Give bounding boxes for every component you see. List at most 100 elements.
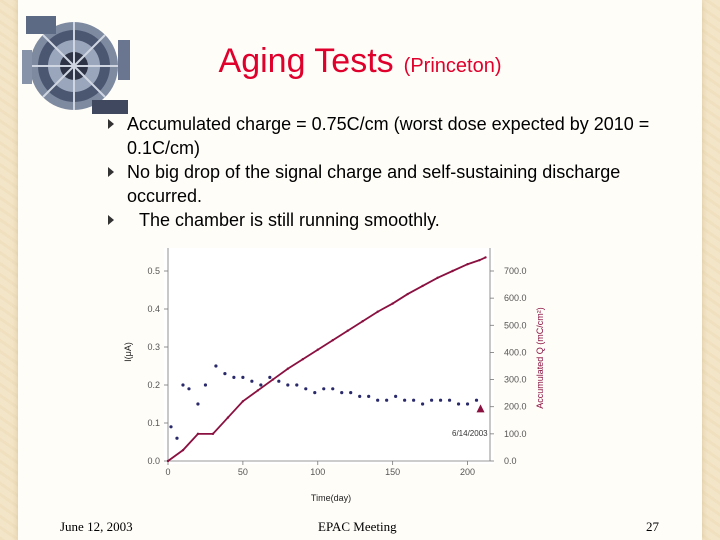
y-tick-label: 0.1 <box>147 418 160 428</box>
current-point <box>196 402 200 406</box>
bullet-text: Accumulated charge = 0.75C/cm (worst dos… <box>127 114 650 158</box>
current-point <box>203 383 208 387</box>
charge-point <box>226 416 230 419</box>
current-point <box>412 398 416 402</box>
charge-point <box>271 378 275 381</box>
charge-point <box>391 302 394 305</box>
footer-date: June 12, 2003 <box>60 519 133 534</box>
current-point <box>322 387 326 391</box>
current-point <box>367 394 371 398</box>
current-point <box>331 387 335 391</box>
y2-tick-label: 700.0 <box>504 266 527 276</box>
current-point <box>214 364 218 368</box>
current-point <box>349 391 353 395</box>
charge-point <box>484 256 487 259</box>
x-tick-label: 150 <box>385 467 400 477</box>
plot-area <box>164 248 494 464</box>
current-point <box>340 391 344 395</box>
y2-tick-label: 600.0 <box>504 293 527 303</box>
current-point <box>181 383 185 387</box>
charge-point <box>466 263 469 266</box>
charge-point <box>166 459 170 463</box>
current-point <box>421 402 425 406</box>
y-tick-label: 0.5 <box>147 266 160 276</box>
y2-tick-label: 200.0 <box>504 402 527 412</box>
current-point <box>447 398 452 402</box>
x-tick-label: 100 <box>310 467 325 477</box>
current-point <box>358 394 362 398</box>
detector-photo-icon <box>22 10 132 118</box>
charge-point <box>196 432 200 436</box>
x-tick-label: 50 <box>238 467 248 477</box>
x-axis-label: Time(day) <box>311 493 351 503</box>
title-main: Aging Tests <box>218 42 394 80</box>
bullet-text: The chamber is still running smoothly. <box>139 210 440 230</box>
charge-point <box>286 367 290 370</box>
y-tick-label: 0.3 <box>147 342 160 352</box>
footer-meeting: EPAC Meeting <box>318 519 397 534</box>
current-point <box>259 383 263 387</box>
footer-page-number: 27 <box>646 519 659 534</box>
current-point <box>250 379 254 383</box>
current-point <box>376 398 380 402</box>
y-tick-label: 0.4 <box>147 304 160 314</box>
current-point <box>268 375 272 379</box>
end-marker <box>476 404 485 413</box>
current-point <box>169 425 173 429</box>
current-point <box>277 379 281 383</box>
chart-marks <box>166 256 487 463</box>
current-point <box>241 375 245 379</box>
charge-point <box>436 276 439 279</box>
current-point <box>394 394 398 398</box>
charge-point <box>406 292 409 296</box>
charge-point <box>316 348 319 351</box>
charge-point <box>181 448 185 452</box>
current-point <box>385 398 389 402</box>
y2-tick-label: 100.0 <box>504 429 527 439</box>
charge-point <box>211 432 215 436</box>
y2-tick-label: 0.0 <box>504 456 517 466</box>
current-point <box>313 391 317 395</box>
chart-labels: 0 50 100 150 200 0.0 0.1 0.2 0.3 0.4 0.5 0.0 100.0 20… <box>123 266 545 503</box>
current-point <box>295 383 299 387</box>
slide-title: Aging Tests (Princeton) <box>0 42 720 81</box>
y2-tick-label: 500.0 <box>504 320 527 330</box>
chart-axes <box>164 248 494 465</box>
y2-tick-label: 300.0 <box>504 375 527 385</box>
current-point <box>175 436 179 440</box>
charge-point <box>421 284 424 288</box>
bullet-arrow-icon <box>108 215 114 225</box>
charge-point <box>478 258 481 262</box>
bullet-item: The chamber is still running smoothly. <box>108 208 668 232</box>
charge-point <box>361 320 364 323</box>
x-tick-label: 0 <box>165 467 170 477</box>
current-point <box>232 375 236 379</box>
charge-point <box>451 269 454 273</box>
y2-axis-label: Accumulated Q (mC/cm²) <box>535 307 545 409</box>
x-tick-label: 200 <box>460 467 475 477</box>
y-axis-label: I(μA) <box>123 342 133 362</box>
current-point <box>187 387 191 391</box>
y-tick-label: 0.2 <box>147 380 160 390</box>
date-annotation: 6/14/2003 <box>452 429 488 438</box>
bullet-item: No big drop of the signal charge and sel… <box>108 160 668 208</box>
bullet-item: Accumulated charge = 0.75C/cm (worst dos… <box>108 112 668 160</box>
charge-point <box>376 310 379 313</box>
current-point <box>429 398 434 402</box>
current-point <box>438 398 443 402</box>
bullet-text: No big drop of the signal charge and sel… <box>127 162 621 206</box>
current-point <box>474 398 479 402</box>
y-tick-label: 0.0 <box>147 456 160 466</box>
bullet-arrow-icon <box>108 167 114 177</box>
charge-point <box>331 339 334 342</box>
bullet-list: Accumulated charge = 0.75C/cm (worst dos… <box>108 112 668 232</box>
current-point <box>456 402 461 406</box>
charge-point <box>301 358 304 361</box>
y2-tick-label: 400.0 <box>504 347 527 357</box>
current-point <box>223 372 227 376</box>
title-subtitle: (Princeton) <box>403 55 502 77</box>
current-point <box>286 383 290 387</box>
charge-point <box>256 389 260 392</box>
current-point <box>403 398 407 402</box>
